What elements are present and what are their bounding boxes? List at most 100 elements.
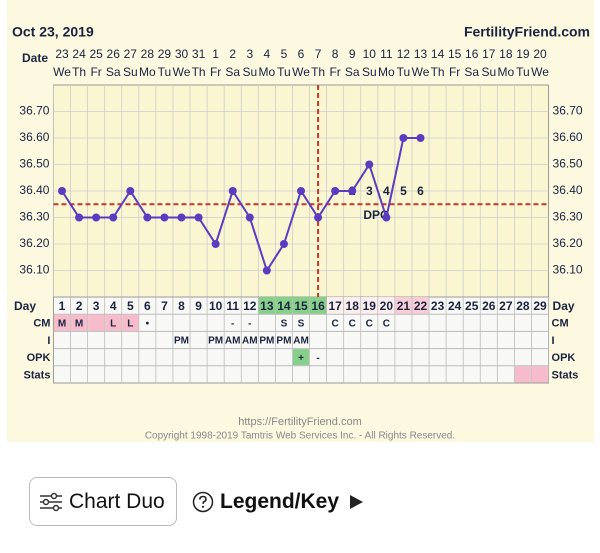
date-label: 11 bbox=[380, 47, 393, 61]
cell-text: AM bbox=[225, 336, 241, 347]
legend-button[interactable]: Legend/Key bbox=[192, 477, 369, 526]
y-tick-label: 36.40 bbox=[19, 183, 49, 197]
day-cell bbox=[292, 297, 310, 315]
temperature-point bbox=[382, 213, 391, 222]
weekday-label: Th bbox=[192, 65, 206, 79]
row-label-right: I bbox=[552, 335, 555, 347]
date-label: 28 bbox=[141, 47, 155, 61]
date-label: Date bbox=[22, 51, 48, 65]
weekday-label: Su bbox=[481, 65, 496, 79]
dpo-number: 4 bbox=[383, 184, 390, 198]
arrow-icon bbox=[350, 494, 364, 509]
cell-text: M bbox=[58, 318, 66, 329]
date-label: 8 bbox=[332, 47, 339, 61]
weekday-label: Fr bbox=[210, 65, 221, 79]
temperature-point bbox=[331, 187, 340, 195]
weekday-label: Th bbox=[431, 65, 445, 79]
cell-fill bbox=[88, 314, 105, 331]
y2-tick-label: 36.10 bbox=[553, 263, 583, 277]
cell-text: AM bbox=[293, 336, 309, 347]
temperature-point bbox=[211, 240, 220, 248]
cycle-day: 5 bbox=[127, 299, 134, 313]
weekday-label: We bbox=[53, 65, 71, 79]
chart-duo-label: Chart Duo bbox=[69, 489, 165, 513]
legend-label: Legend/Key bbox=[220, 489, 340, 513]
weekday-label: Mo bbox=[139, 65, 156, 79]
cell-text: PM bbox=[174, 336, 189, 347]
day-cell bbox=[309, 297, 327, 315]
date-label: 17 bbox=[482, 47, 496, 61]
cycle-day: 21 bbox=[397, 299, 411, 313]
cycle-day: 15 bbox=[294, 299, 308, 313]
temperature-point bbox=[92, 213, 101, 222]
date-label: 1 bbox=[212, 47, 219, 61]
cell-text: C bbox=[366, 318, 373, 329]
date-label: 4 bbox=[264, 47, 271, 61]
date-label: 14 bbox=[431, 47, 445, 61]
cell-fill bbox=[514, 366, 531, 383]
cell-text: PM bbox=[208, 336, 223, 347]
temperature-point bbox=[126, 187, 135, 195]
weekday-label: Fr bbox=[329, 65, 340, 79]
date-label: 23 bbox=[55, 47, 69, 61]
temperature-point bbox=[109, 213, 118, 222]
row-label-right: OPK bbox=[552, 352, 576, 364]
date-label: 3 bbox=[246, 47, 253, 61]
temperature-point bbox=[160, 213, 169, 222]
cycle-day: 23 bbox=[431, 299, 445, 313]
day-cell bbox=[411, 297, 430, 315]
day-cell bbox=[258, 297, 276, 315]
row-label: I bbox=[47, 335, 50, 347]
weekday-label: Mo bbox=[498, 65, 515, 79]
cell-fill bbox=[531, 366, 549, 383]
cell-text: - bbox=[231, 318, 234, 329]
chart-duo-button[interactable]: Chart Duo bbox=[29, 477, 177, 526]
footer-url: https://FertilityFriend.com bbox=[238, 416, 361, 428]
cell-text: • bbox=[146, 318, 150, 329]
temperature-point bbox=[416, 134, 425, 142]
cycle-day: 27 bbox=[499, 299, 513, 313]
day-cell bbox=[377, 297, 395, 315]
cycle-day: 13 bbox=[260, 299, 274, 313]
temperature-point bbox=[228, 187, 237, 195]
weekday-label: Th bbox=[72, 65, 86, 79]
cycle-day: 16 bbox=[311, 299, 325, 313]
weekday-label: We bbox=[531, 65, 549, 79]
y2-tick-label: 36.30 bbox=[553, 210, 583, 224]
cell-text: S bbox=[281, 318, 288, 329]
cycle-day: 19 bbox=[363, 299, 377, 313]
cell-text: - bbox=[248, 318, 251, 329]
row-label-right: CM bbox=[552, 318, 569, 330]
cell-text: L bbox=[127, 318, 133, 329]
y2-tick-label: 36.40 bbox=[553, 183, 583, 197]
date-label: 26 bbox=[107, 47, 121, 61]
temperature-point bbox=[262, 266, 271, 275]
y-tick-label: 36.70 bbox=[19, 104, 49, 118]
y-tick-label: 36.30 bbox=[19, 210, 49, 224]
cycle-day: 3 bbox=[93, 299, 100, 313]
weekday-label: Su bbox=[362, 65, 377, 79]
date-label: 15 bbox=[448, 47, 462, 61]
date-label: 5 bbox=[281, 47, 288, 61]
date-label: 12 bbox=[397, 47, 411, 61]
weekday-label: Sa bbox=[106, 65, 121, 79]
cycle-day: 2 bbox=[76, 299, 83, 313]
dpo-number: 6 bbox=[417, 184, 424, 198]
weekday-label: Tu bbox=[277, 65, 291, 79]
date-label: 27 bbox=[124, 47, 138, 61]
temperature-line bbox=[61, 137, 421, 273]
cycle-day: 25 bbox=[465, 299, 479, 313]
weekday-label: Sa bbox=[225, 65, 240, 79]
row-label: Stats bbox=[24, 369, 51, 381]
weekday-label: We bbox=[412, 65, 430, 79]
cell-fill bbox=[71, 314, 88, 331]
cell-text: - bbox=[316, 353, 319, 364]
weekday-label: Mo bbox=[378, 65, 395, 79]
cell-fill bbox=[53, 314, 71, 331]
date-label: 29 bbox=[158, 47, 172, 61]
weekday-label: Su bbox=[123, 65, 138, 79]
y2-tick-label: 36.70 bbox=[553, 104, 583, 118]
cycle-day: 9 bbox=[195, 299, 202, 313]
temperature-point bbox=[314, 213, 323, 222]
sliders-icon bbox=[40, 492, 62, 511]
